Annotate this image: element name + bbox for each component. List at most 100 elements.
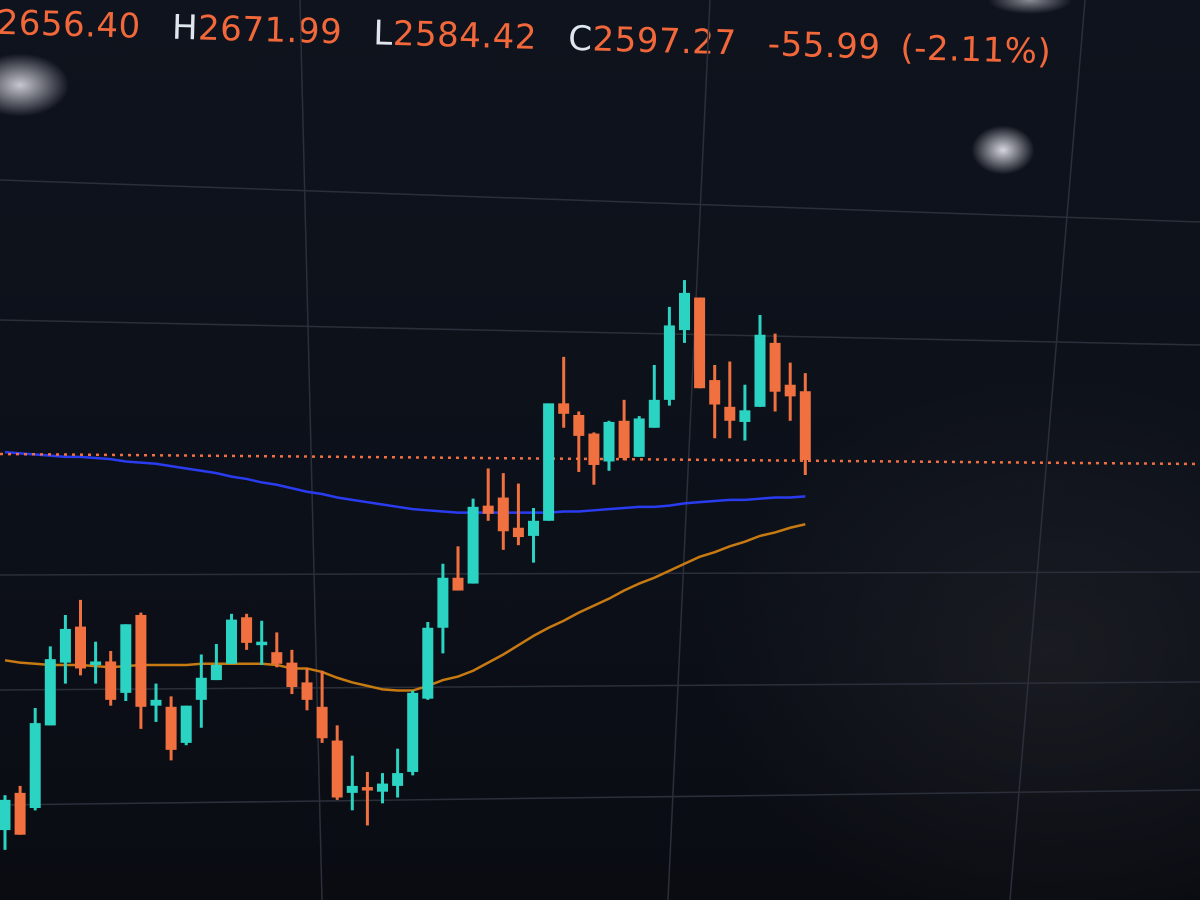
candle-up[interactable] xyxy=(543,403,555,521)
candle-body xyxy=(618,420,630,458)
candle-body xyxy=(482,505,494,514)
candle-down[interactable] xyxy=(452,546,464,591)
candle-up[interactable] xyxy=(603,420,615,471)
candle-up[interactable] xyxy=(29,707,41,811)
candle-body xyxy=(286,662,298,688)
candle-body xyxy=(271,652,283,664)
candle-up[interactable] xyxy=(633,416,645,457)
candle-up[interactable] xyxy=(754,314,766,407)
candle-body xyxy=(226,619,237,664)
candle-body xyxy=(44,659,56,726)
candle-body xyxy=(331,740,343,798)
candle-up[interactable] xyxy=(180,705,192,746)
moving-average-line-1 xyxy=(4,450,806,514)
candle-body xyxy=(603,421,615,462)
candle-up[interactable] xyxy=(0,795,11,850)
candle-body xyxy=(422,627,434,699)
candle-body xyxy=(120,624,132,693)
candle-body xyxy=(588,433,600,465)
candle-down[interactable] xyxy=(271,632,283,668)
candle-body xyxy=(346,785,358,793)
candle-body xyxy=(452,577,464,591)
candle-down[interactable] xyxy=(14,785,26,835)
candle-body xyxy=(0,799,11,831)
candle-down[interactable] xyxy=(241,613,253,650)
candle-body xyxy=(497,497,509,532)
candle-down[interactable] xyxy=(618,399,630,461)
candle-down[interactable] xyxy=(497,473,509,550)
candle-body xyxy=(29,723,41,808)
candle-down[interactable] xyxy=(769,333,781,412)
candle-up[interactable] xyxy=(648,364,660,428)
candle-up[interactable] xyxy=(90,641,102,684)
candle-up[interactable] xyxy=(120,624,132,702)
candle-body xyxy=(739,410,751,422)
candle-up[interactable] xyxy=(210,644,222,681)
candle-body xyxy=(14,792,26,835)
candle-down[interactable] xyxy=(724,361,736,439)
candle-up[interactable] xyxy=(739,384,751,441)
candle-down[interactable] xyxy=(512,483,524,546)
candle-body xyxy=(59,628,71,663)
candle-body xyxy=(165,706,177,750)
candle-up[interactable] xyxy=(528,507,539,563)
candle-up[interactable] xyxy=(150,683,162,722)
candle-down[interactable] xyxy=(301,668,313,711)
candle-body xyxy=(648,399,660,428)
candle-body xyxy=(316,706,328,739)
candle-up[interactable] xyxy=(407,690,419,776)
candle-down[interactable] xyxy=(588,432,600,485)
candle-down[interactable] xyxy=(361,771,373,826)
candle-up[interactable] xyxy=(195,654,207,728)
candle-body xyxy=(392,773,404,786)
candle-body xyxy=(361,787,373,791)
candle-up[interactable] xyxy=(256,620,268,665)
candle-up[interactable] xyxy=(44,646,56,726)
grid-line-h xyxy=(0,179,1200,223)
candle-body xyxy=(301,682,313,700)
candle-up[interactable] xyxy=(679,280,690,343)
candle-up[interactable] xyxy=(346,755,358,811)
candle-body xyxy=(633,418,645,457)
candle-up[interactable] xyxy=(663,306,675,406)
candle-down[interactable] xyxy=(784,362,796,421)
grid-line-h xyxy=(0,681,1200,691)
candle-body xyxy=(241,617,253,643)
candle-body xyxy=(195,677,207,700)
candle-up[interactable] xyxy=(392,748,404,798)
candle-down[interactable] xyxy=(558,356,570,428)
candle-up[interactable] xyxy=(226,613,237,664)
candle-down[interactable] xyxy=(573,411,585,472)
candle-body xyxy=(543,403,555,521)
candle-body xyxy=(210,664,222,681)
candle-down[interactable] xyxy=(165,696,177,761)
candle-body xyxy=(512,527,524,538)
candle-down[interactable] xyxy=(709,364,721,439)
candle-body xyxy=(377,783,388,792)
candle-down[interactable] xyxy=(482,468,494,521)
candle-up[interactable] xyxy=(377,773,388,804)
candle-down[interactable] xyxy=(799,373,811,475)
candle-up[interactable] xyxy=(437,563,449,654)
grid-line-h xyxy=(0,319,1200,346)
candle-down[interactable] xyxy=(105,651,117,706)
candle-body xyxy=(573,414,585,436)
candle-body xyxy=(724,406,736,421)
candle-body xyxy=(180,705,192,743)
candle-up[interactable] xyxy=(422,621,434,700)
candle-down[interactable] xyxy=(286,649,298,695)
candle-up[interactable] xyxy=(59,614,71,684)
candle-down[interactable] xyxy=(331,725,343,800)
candle-body xyxy=(769,342,781,392)
candle-down[interactable] xyxy=(316,670,328,743)
candle-down[interactable] xyxy=(694,297,706,389)
candle-up[interactable] xyxy=(467,498,479,584)
candle-body xyxy=(799,391,811,460)
candle-body xyxy=(694,297,706,389)
candle-body xyxy=(90,661,102,665)
grid-line-v xyxy=(667,0,711,900)
candle-down[interactable] xyxy=(135,612,147,729)
candle-down[interactable] xyxy=(75,599,86,676)
